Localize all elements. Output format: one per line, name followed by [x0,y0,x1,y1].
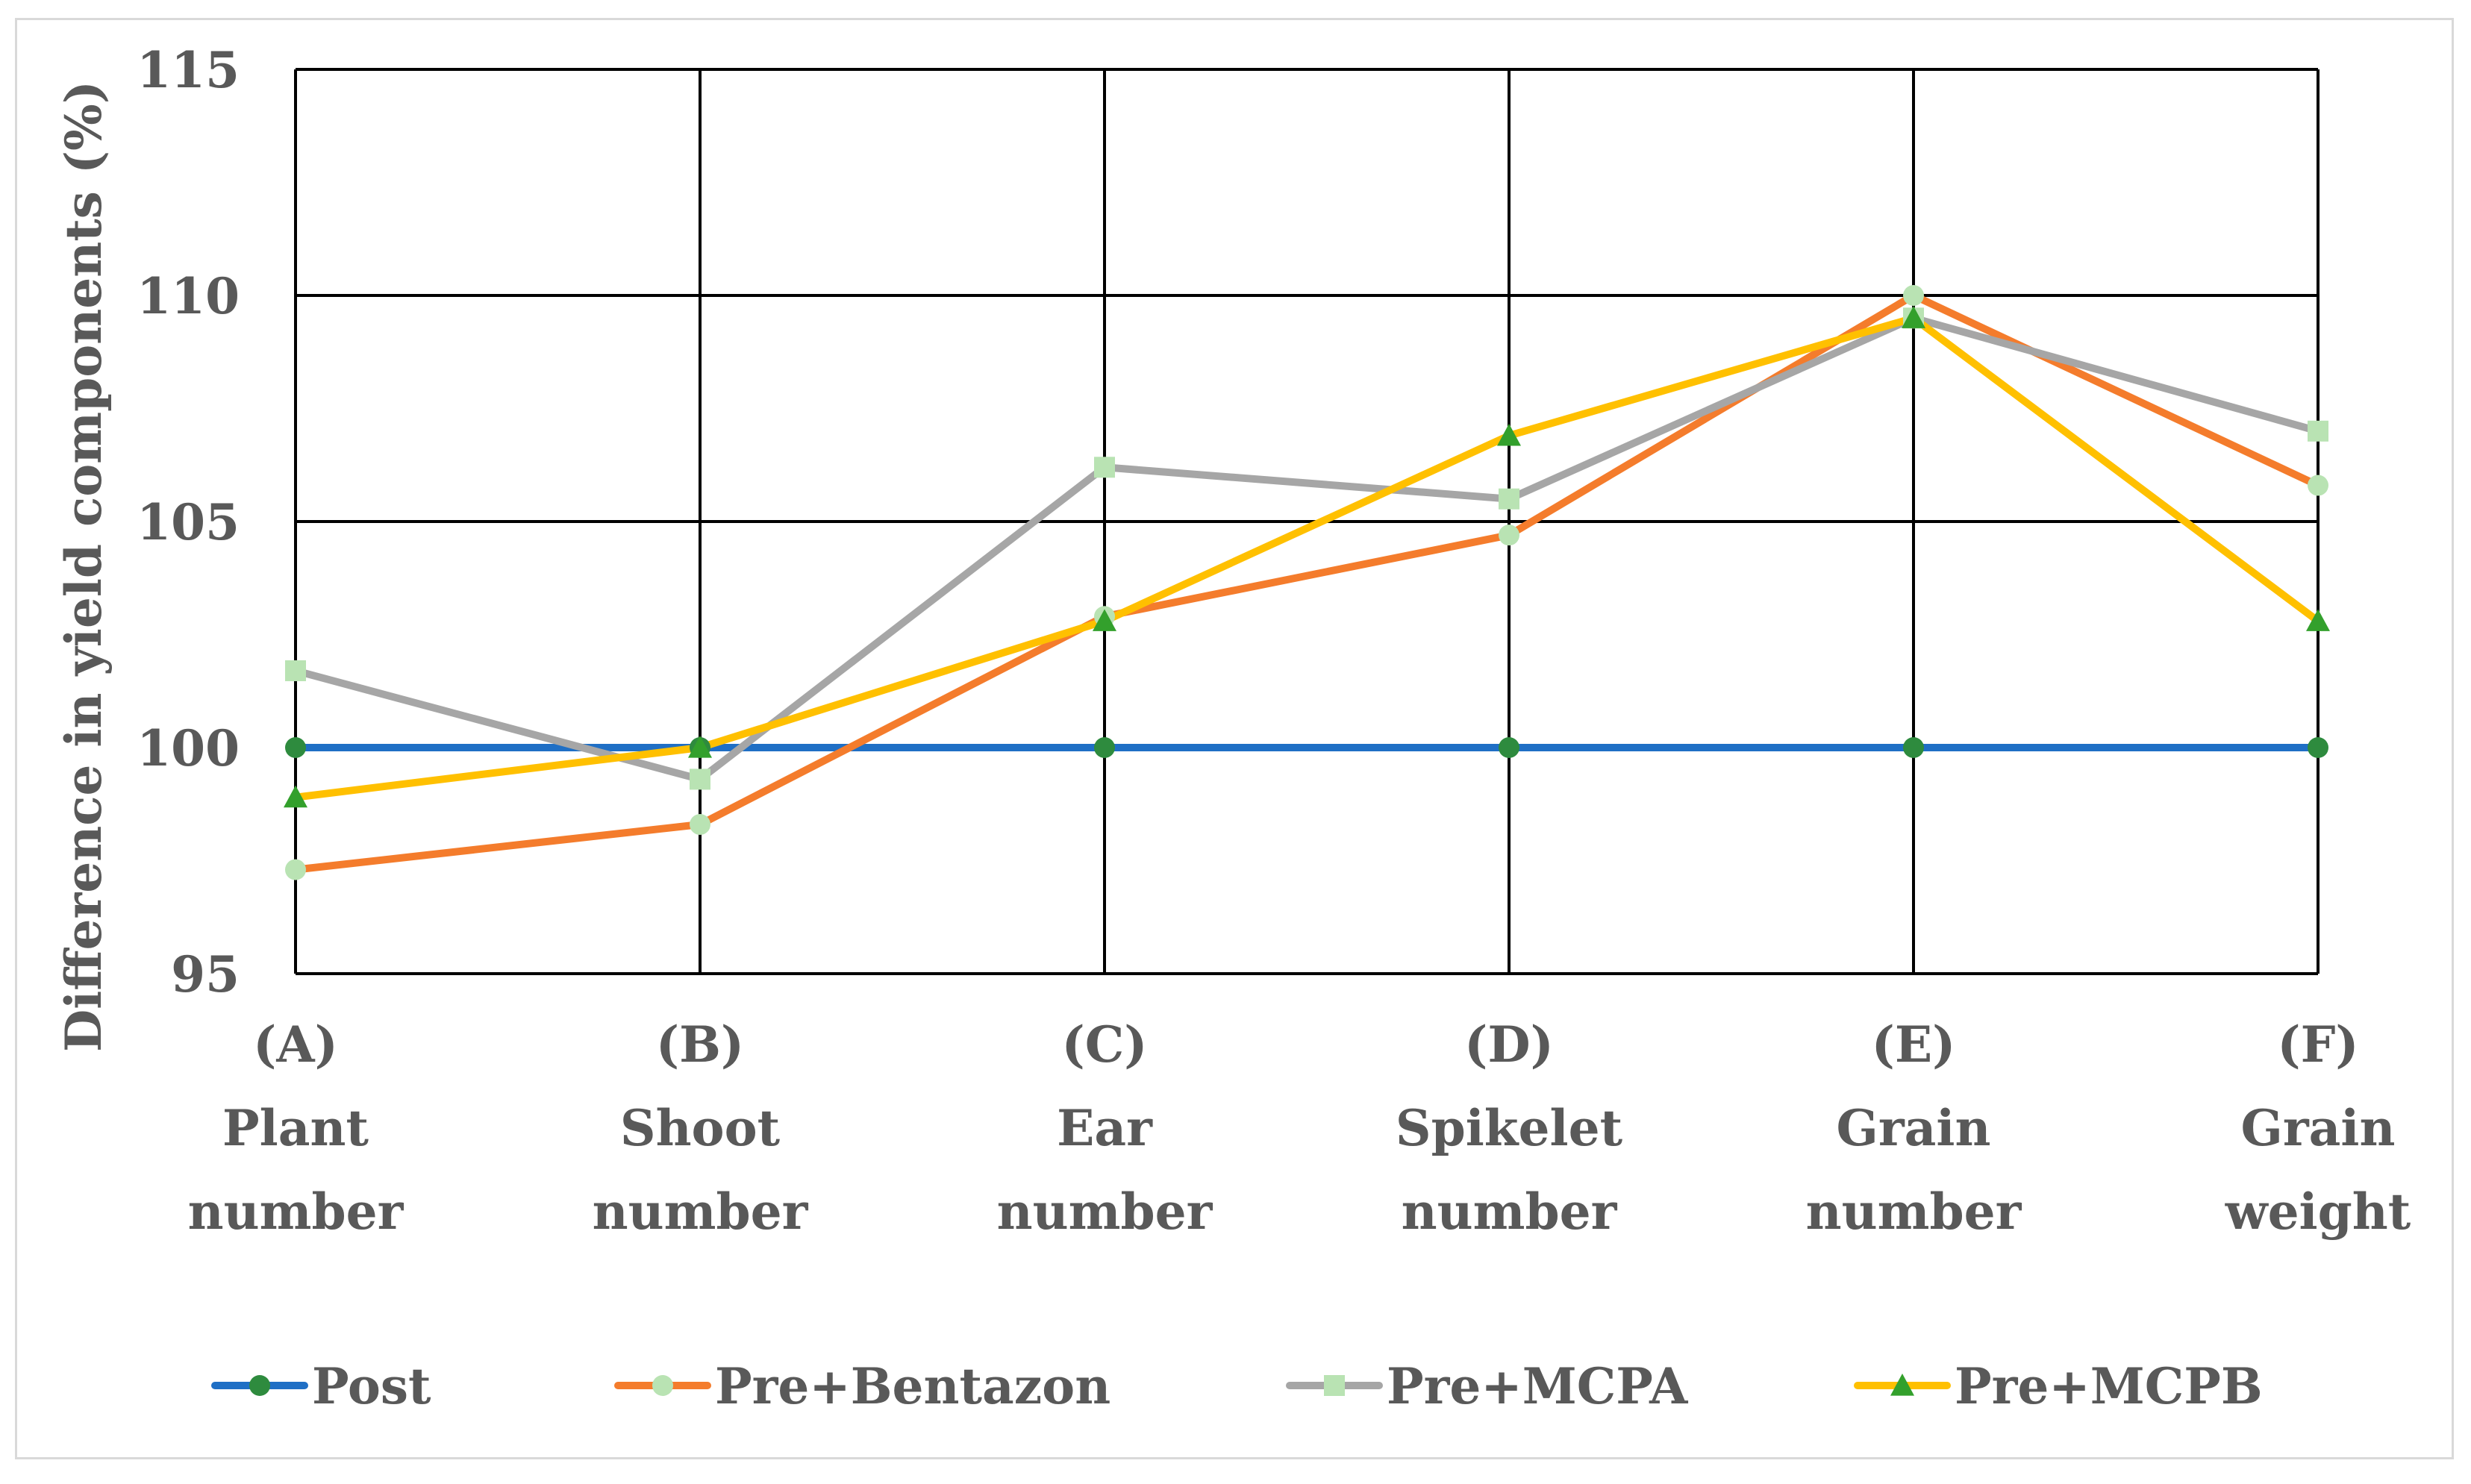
x-tick-label: number [997,1183,1213,1241]
legend-label: Pre+Bentazon [715,1357,1110,1415]
data-point-pre-bentazon [2308,475,2328,496]
line-chart: 95 100 105 110 115 Difference in yield compon… [54,41,2411,1415]
x-tick-label: Plant [222,1099,369,1157]
data-point-pre-bentazon [1499,525,1519,546]
data-point-pre-bentazon [1903,285,1924,306]
y-tick-label: 110 [137,267,240,325]
y-axis-title: Difference in yield components (%) [54,81,113,1052]
data-point-post [1903,737,1924,758]
y-tick-label: 105 [137,493,240,551]
legend-label: Pre+MCPB [1955,1357,2263,1415]
data-point-pre-mcpa [285,660,306,681]
legend-item-pre-mcpa: Pre+MCPA [1286,1357,1688,1415]
x-tick-label: Grain [2241,1099,2396,1157]
data-point-pre-mcpa [2308,420,2328,442]
legend-item-post: Post [211,1357,431,1415]
data-point-post [1499,737,1519,758]
x-tick-label: (E) [1872,1015,1956,1074]
legend-swatch-marker [1324,1375,1345,1396]
chart-frame: 95 100 105 110 115 Difference in yield compon… [15,18,2454,1459]
legend-label: Post [312,1357,431,1415]
x-tick-label: number [1402,1183,1618,1241]
legend-swatch-marker [1890,1374,1914,1396]
x-tick-label: (A) [253,1015,338,1074]
x-tick-label: Shoot [620,1099,781,1157]
series-line-pre-mcpa [292,314,2322,783]
y-tick-label: 100 [137,719,240,777]
data-point-pre-bentazon [285,859,306,880]
data-point-post [285,737,306,758]
legend-swatch-marker [249,1375,270,1396]
series-line-pre-bentazon [292,292,2322,874]
x-tick-label: number [1806,1183,2022,1241]
data-point-pre-mcpa [690,768,710,790]
x-tick-label: number [188,1183,404,1241]
legend-swatch-marker [652,1375,673,1396]
data-point-pre-mcpb [688,736,712,758]
data-point-pre-mcpb [1497,423,1521,446]
series-line-pre-mcpb [292,314,2322,801]
data-point-pre-mcpb [2306,609,2330,631]
x-tick-label: (B) [656,1015,744,1074]
legend-label: Pre+MCPA [1387,1357,1688,1415]
legend-item-pre-bentazon: Pre+Bentazon [614,1357,1110,1415]
data-point-pre-mcpa [1499,488,1519,510]
x-tick-label: (F) [2277,1015,2358,1074]
data-point-post [1094,737,1115,758]
x-tick-label: (C) [1062,1015,1148,1074]
data-point-pre-mcpa [1094,457,1115,478]
x-tick-label: weight [2225,1183,2411,1241]
data-point-pre-mcpb [284,785,307,808]
data-point-pre-mcpb [1093,609,1116,631]
y-tick-label: 95 [171,945,240,1004]
x-tick-label: Spikelet [1396,1099,1623,1157]
x-tick-label: number [593,1183,809,1241]
legend-item-pre-mcpb: Pre+MCPB [1854,1357,2263,1415]
data-point-post [2308,737,2328,758]
x-tick-label: Grain [1837,1099,1991,1157]
x-tick-label: Ear [1057,1099,1153,1157]
data-point-pre-mcpb [1902,306,1925,328]
x-tick-label: (D) [1464,1015,1554,1074]
data-point-pre-bentazon [690,814,710,836]
y-tick-label: 115 [137,41,240,99]
